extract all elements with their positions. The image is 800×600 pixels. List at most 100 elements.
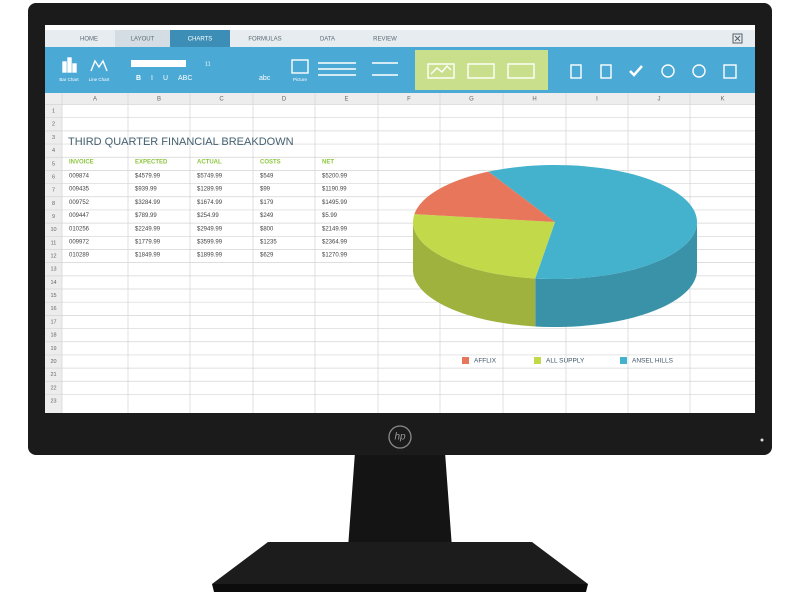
table-cell: $3284.99 [135,200,161,206]
tab-background [55,30,115,47]
column-header: A [93,97,97,103]
tab-background [355,30,415,47]
clipboard-icon [570,64,582,79]
bar-chart-icon [62,61,67,73]
pie-slice-side [535,222,697,328]
format-button: ABC [178,75,192,82]
format-button: abc [259,75,271,82]
table-cell: $800 [260,226,274,232]
column-header: K [720,97,724,103]
format-button: I [151,75,153,82]
table-cell: $1779.99 [135,239,161,245]
table-cell: $1289.99 [197,187,223,193]
column-header: C [219,97,224,103]
table-cell: 009447 [69,213,90,219]
row-header: 18 [50,333,56,339]
ribbon-button-label: Picture [293,77,308,82]
line-style-icon [427,63,455,79]
format-button: U [163,75,168,82]
table-header: NET [322,159,334,165]
table-header: COSTS [260,159,281,165]
table-cell: 009435 [69,187,90,193]
sheet-title: THIRD QUARTER FINANCIAL BREAKDOWN [68,136,294,148]
table-cell: $1270.99 [322,253,348,259]
table-cell: $1190.99 [322,187,347,193]
table-cell: $179 [260,200,274,206]
row-header: 10 [50,227,56,233]
table-cell: 009752 [69,200,90,206]
row-header: 1 [52,109,55,115]
column-header-bar [45,93,755,104]
tab-label: REVIEW [373,37,397,43]
row-header: 19 [50,346,56,352]
tab[interactable]: DATA [300,30,355,47]
tab-background [300,30,355,47]
table-cell: $549 [260,174,274,180]
pie-slice-side [413,222,536,327]
tab-background [115,30,170,47]
column-header: E [344,97,348,103]
logo: hp [394,432,406,443]
row-header: 20 [50,359,56,365]
ribbon-button-label: Bar Chart [59,77,79,82]
tab[interactable]: CHARTS [170,30,230,47]
ribbon-button-label: Line Chart [89,77,111,82]
tab-label: HOME [80,37,98,43]
legend-swatch [620,357,627,364]
tab[interactable]: HOME [55,30,115,47]
tab[interactable]: FORMULAS [230,30,300,47]
column-header: G [469,97,474,103]
row-header: 6 [52,174,55,180]
table-cell: 009972 [69,239,90,245]
table-cell: $1495.99 [322,200,348,206]
pie-slice [488,164,697,279]
column-header: F [407,97,411,103]
tab-label: CHARTS [188,37,213,43]
table-header: INVOICE [69,159,94,165]
table-cell: $2149.99 [322,226,348,232]
row-header: 23 [50,399,56,405]
row-header-bar [45,93,62,413]
line-chart-icon [90,59,108,72]
tab[interactable]: LAYOUT [115,30,170,47]
table-cell: $939.99 [135,187,157,193]
clock-icon [692,64,706,78]
row-header: 15 [50,293,56,299]
row-header: 9 [52,214,55,220]
check-icon [629,65,643,77]
legend-label: AFFLIX [474,358,497,365]
row-header: 14 [50,280,56,286]
bar-style-icon [467,63,495,79]
pie-slice [413,214,555,279]
tab[interactable]: REVIEW [355,30,415,47]
ribbon [45,47,755,93]
font-box [131,60,186,67]
column-header: D [282,97,287,103]
table-cell: $5.99 [322,213,338,219]
row-header: 13 [50,267,56,273]
table-cell: $5200.99 [322,174,348,180]
tab-label: DATA [320,37,335,43]
column-header: I [596,97,598,103]
tab-background [230,30,300,47]
row-header: 12 [50,254,56,260]
logo-ring [388,425,412,449]
format-button: B [136,75,141,82]
table-cell: $2249.99 [135,226,161,232]
row-header: 5 [52,161,55,167]
row-header: 2 [52,122,55,128]
tab-label: FORMULAS [248,37,281,43]
pie-slice [414,171,555,222]
stand-base [212,542,588,584]
table-cell: $1849.99 [135,253,161,259]
close-button[interactable] [732,33,743,44]
table-cell: $1899.99 [197,253,223,259]
legend-swatch [462,357,469,364]
column-header: B [157,97,161,103]
table-cell: $249 [260,213,274,219]
table-cell: 010256 [69,226,90,232]
column-header: J [658,97,661,103]
table-cell: $2949.99 [197,226,223,232]
